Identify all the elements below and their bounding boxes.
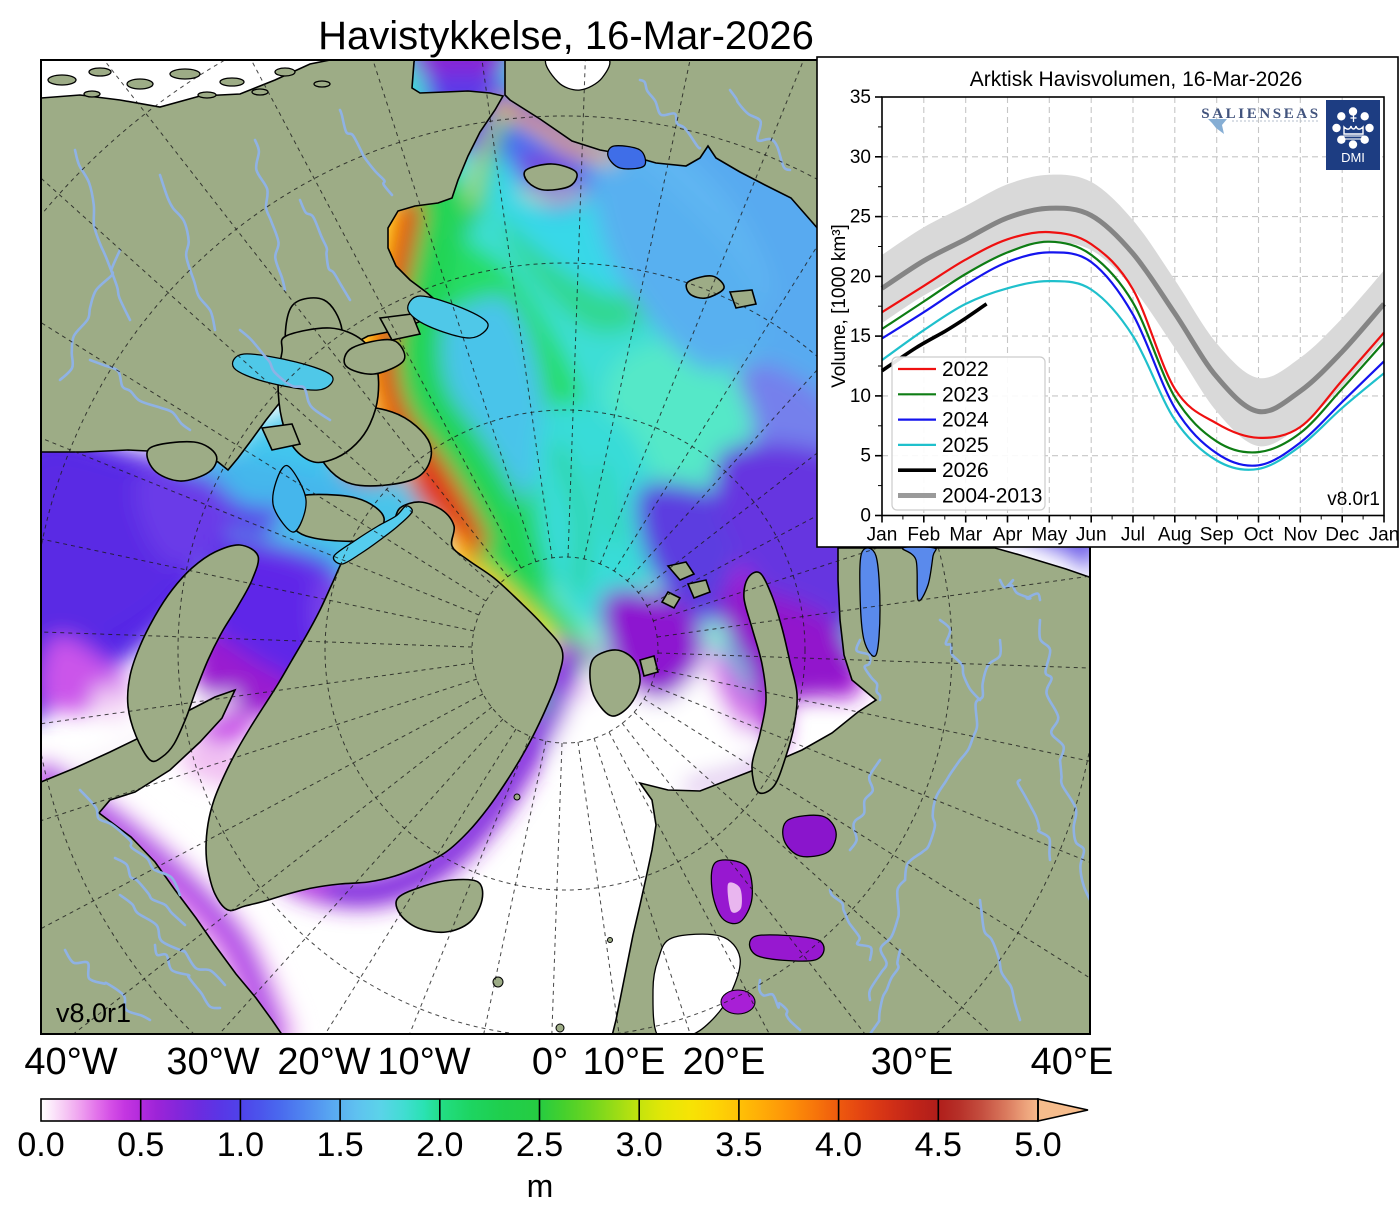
svg-text:2022: 2022: [942, 358, 989, 381]
svg-text:m: m: [527, 1168, 554, 1204]
svg-text:4.5: 4.5: [915, 1126, 962, 1164]
svg-text:2.5: 2.5: [516, 1126, 563, 1164]
svg-text:2004-2013: 2004-2013: [942, 485, 1042, 508]
svg-text:Sep: Sep: [1200, 525, 1234, 546]
svg-text:Volume, [1000 km³]: Volume, [1000 km³]: [829, 224, 850, 388]
svg-text:2026: 2026: [942, 459, 989, 482]
svg-text:Jan: Jan: [867, 525, 898, 546]
svg-text:Arktisk Havisvolumen, 16-Mar-2: Arktisk Havisvolumen, 16-Mar-2026: [970, 68, 1303, 91]
svg-text:10°E: 10°E: [583, 1041, 666, 1083]
svg-text:v8.0r1: v8.0r1: [1327, 489, 1380, 510]
svg-text:1.0: 1.0: [217, 1126, 264, 1164]
svg-text:20°W: 20°W: [277, 1041, 370, 1083]
svg-text:Oct: Oct: [1244, 525, 1274, 546]
svg-text:20°E: 20°E: [683, 1041, 766, 1083]
svg-text:Jun: Jun: [1076, 525, 1107, 546]
svg-text:3.0: 3.0: [616, 1126, 663, 1164]
svg-text:5: 5: [860, 446, 871, 467]
svg-text:1.5: 1.5: [316, 1126, 363, 1164]
svg-text:2024: 2024: [942, 409, 989, 432]
svg-text:Havistykkelse, 16-Mar-2026: Havistykkelse, 16-Mar-2026: [318, 14, 814, 58]
svg-text:30°E: 30°E: [871, 1041, 954, 1083]
svg-text:0°: 0°: [532, 1041, 568, 1083]
svg-text:Mar: Mar: [949, 525, 982, 546]
svg-text:May: May: [1031, 525, 1067, 546]
svg-text:DMI: DMI: [1341, 150, 1365, 165]
svg-text:Nov: Nov: [1283, 525, 1317, 546]
svg-text:SALIENSEAS: SALIENSEAS: [1201, 106, 1320, 122]
svg-text:10: 10: [850, 386, 871, 407]
svg-text:40°E: 40°E: [1031, 1041, 1114, 1083]
svg-text:20: 20: [850, 266, 871, 287]
svg-text:0: 0: [860, 506, 871, 527]
svg-text:2025: 2025: [942, 434, 989, 457]
svg-text:2.0: 2.0: [416, 1126, 463, 1164]
svg-text:35: 35: [850, 87, 871, 108]
svg-text:30: 30: [850, 147, 871, 168]
svg-text:Aug: Aug: [1158, 525, 1192, 546]
svg-text:25: 25: [850, 207, 871, 228]
svg-text:3.5: 3.5: [715, 1126, 762, 1164]
svg-text:0.5: 0.5: [117, 1126, 164, 1164]
svg-text:2023: 2023: [942, 383, 989, 406]
svg-text:15: 15: [850, 326, 871, 347]
svg-text:4.0: 4.0: [815, 1126, 862, 1164]
svg-text:Jan: Jan: [1369, 525, 1400, 546]
svg-text:v8.0r1: v8.0r1: [56, 998, 131, 1028]
svg-text:Jul: Jul: [1121, 525, 1145, 546]
svg-text:10°W: 10°W: [377, 1041, 470, 1083]
svg-text:Feb: Feb: [907, 525, 940, 546]
svg-text:30°W: 30°W: [166, 1041, 259, 1083]
svg-text:0.0: 0.0: [17, 1126, 64, 1164]
svg-text:5.0: 5.0: [1014, 1126, 1061, 1164]
svg-text:Apr: Apr: [993, 525, 1023, 546]
svg-text:40°W: 40°W: [24, 1041, 117, 1083]
svg-text:Dec: Dec: [1325, 525, 1359, 546]
